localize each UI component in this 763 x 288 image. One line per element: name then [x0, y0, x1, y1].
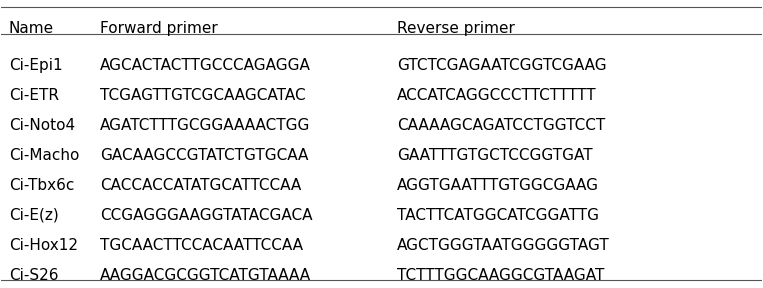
Text: Ci-S26: Ci-S26 — [9, 268, 59, 283]
Text: Reverse primer: Reverse primer — [397, 21, 514, 36]
Text: GACAAGCCGTATCTGTGCAA: GACAAGCCGTATCTGTGCAA — [100, 148, 308, 163]
Text: Ci-ETR: Ci-ETR — [9, 88, 59, 103]
Text: AAGGACGCGGTCATGTAAAA: AAGGACGCGGTCATGTAAAA — [100, 268, 311, 283]
Text: GAATTTGTGCTCCGGTGAT: GAATTTGTGCTCCGGTGAT — [397, 148, 592, 163]
Text: Ci-Hox12: Ci-Hox12 — [9, 238, 78, 253]
Text: ACCATCAGGCCCTTCTTTTT: ACCATCAGGCCCTTCTTTTT — [397, 88, 597, 103]
Text: Name: Name — [9, 21, 54, 36]
Text: Forward primer: Forward primer — [100, 21, 218, 36]
Text: GTCTCGAGAATCGGTCGAAG: GTCTCGAGAATCGGTCGAAG — [397, 58, 607, 73]
Text: Ci-Tbx6c: Ci-Tbx6c — [9, 178, 74, 193]
Text: Ci-Macho: Ci-Macho — [9, 148, 79, 163]
Text: AGCTGGGTAATGGGGGTAGT: AGCTGGGTAATGGGGGTAGT — [397, 238, 610, 253]
Text: TGCAACTTCCACAATTCCAA: TGCAACTTCCACAATTCCAA — [100, 238, 303, 253]
Text: AGATCTTTGCGGAAAACTGG: AGATCTTTGCGGAAAACTGG — [100, 118, 311, 133]
Text: CACCACCATATGCATTCCAA: CACCACCATATGCATTCCAA — [100, 178, 301, 193]
Text: Ci-Epi1: Ci-Epi1 — [9, 58, 63, 73]
Text: AGCACTACTTGCCCAGAGGA: AGCACTACTTGCCCAGAGGA — [100, 58, 311, 73]
Text: TACTTCATGGCATCGGATTG: TACTTCATGGCATCGGATTG — [397, 208, 599, 223]
Text: TCTTTGGCAAGGCGTAAGAT: TCTTTGGCAAGGCGTAAGAT — [397, 268, 604, 283]
Text: CAAAAGCAGATCCTGGTCCT: CAAAAGCAGATCCTGGTCCT — [397, 118, 605, 133]
Text: CCGAGGGAAGGTATACGACA: CCGAGGGAAGGTATACGACA — [100, 208, 313, 223]
Text: Ci-E(z): Ci-E(z) — [9, 208, 59, 223]
Text: Ci-Noto4: Ci-Noto4 — [9, 118, 75, 133]
Text: TCGAGTTGTCGCAAGCATAC: TCGAGTTGTCGCAAGCATAC — [100, 88, 306, 103]
Text: AGGTGAATTTGTGGCGAAG: AGGTGAATTTGTGGCGAAG — [397, 178, 599, 193]
